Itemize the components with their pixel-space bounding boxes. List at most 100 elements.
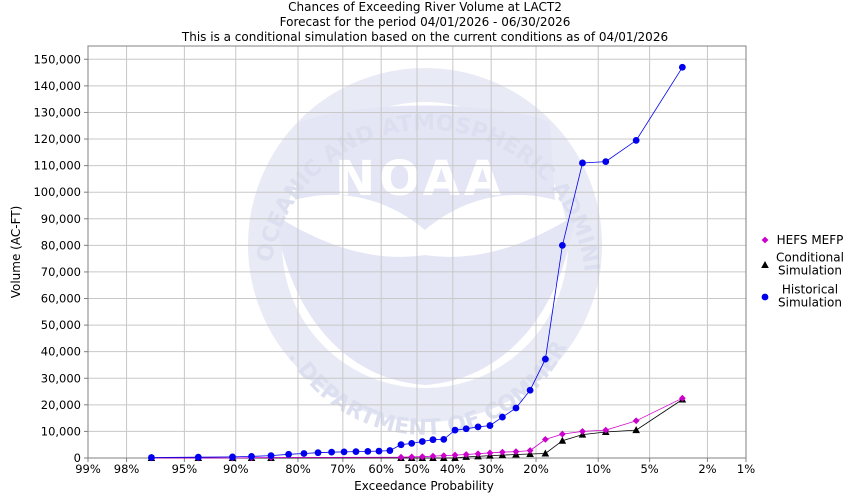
historical-simulation-point — [248, 453, 255, 460]
hefs-mefp-point — [440, 452, 448, 460]
historical-simulation-point — [314, 449, 322, 457]
historical-simulation-point — [340, 448, 348, 456]
hefs-mefp-point — [462, 451, 470, 458]
y-tick-label: 110,000 — [33, 159, 81, 173]
hefs-mefp-point — [498, 448, 506, 456]
historical-simulation-point — [229, 453, 236, 461]
conditional-simulation-point — [632, 426, 640, 434]
historical-simulation-point — [579, 159, 586, 167]
historical-simulation-point — [418, 438, 426, 445]
series-historical-simulation — [148, 63, 686, 461]
historical-simulation-point — [541, 355, 549, 363]
x-tick-label: 40% — [440, 462, 466, 476]
chart-subtitle-conditions: This is a conditional simulation based o… — [181, 30, 668, 44]
conditional-simulation-point — [558, 436, 567, 444]
chart-title-block: Chances of Exceeding River Volume at LAC… — [181, 0, 668, 44]
historical-simulation-point — [602, 158, 610, 166]
historical-simulation-point — [148, 454, 155, 461]
historical-simulation-point — [632, 136, 640, 144]
hefs-mefp-point — [429, 452, 437, 460]
historical-simulation-point — [285, 450, 293, 458]
legend-item-hefs-mefp: HEFS MEFP — [761, 233, 844, 247]
y-tick-label: 0 — [74, 451, 81, 465]
legend-marker-historical-simulation — [761, 293, 769, 301]
historical-simulation-point — [526, 386, 534, 394]
x-tick-label: 1% — [737, 462, 755, 476]
legend-label-hefs-mefp: HEFS MEFP — [777, 233, 844, 247]
x-tick-label: 95% — [172, 462, 198, 476]
x-tick-label: 60% — [368, 462, 394, 476]
y-tick-label: 50,000 — [41, 318, 81, 332]
legend-marker-hefs-mefp — [761, 236, 769, 244]
historical-simulation-point — [462, 425, 470, 433]
y-tick-label: 60,000 — [41, 292, 81, 306]
hefs-mefp-point — [579, 428, 586, 435]
x-tick-label: 98% — [114, 462, 140, 476]
x-tick-label: 5% — [640, 462, 658, 476]
conditional-simulation-point — [541, 449, 550, 457]
series-layer — [147, 63, 687, 462]
chart-title: Chances of Exceeding River Volume at LAC… — [288, 0, 562, 14]
y-axis-ticks: 0 10,000 20,000 30,000 40,000 50,000 60,000 70,… — [33, 52, 88, 465]
noaa-bird — [295, 105, 555, 230]
historical-simulation-point — [474, 423, 482, 431]
historical-simulation-point — [486, 422, 494, 429]
historical-simulation-point — [512, 404, 520, 412]
x-tick-label: 10% — [585, 462, 611, 476]
y-tick-label: 20,000 — [41, 398, 81, 412]
x-tick-label: 90% — [223, 462, 249, 476]
historical-simulation-point — [558, 241, 566, 249]
hefs-mefp-point — [632, 417, 640, 425]
x-tick-label: 30% — [478, 462, 504, 476]
historical-simulation-point — [386, 447, 394, 454]
y-tick-label: 150,000 — [33, 52, 81, 66]
historical-simulation-point — [408, 439, 416, 447]
hefs-mefp-point — [558, 430, 566, 438]
hefs-mefp-point — [526, 447, 534, 454]
hefs-mefp-point — [418, 453, 426, 461]
y-tick-label: 140,000 — [33, 79, 81, 93]
historical-simulation-point — [300, 450, 308, 457]
hefs-mefp-point — [408, 453, 416, 461]
legend-marker-conditional-simulation — [761, 261, 769, 268]
noaa-wave — [275, 215, 575, 385]
x-axis-label: Exceedance Probability — [354, 479, 494, 493]
hefs-mefp-point — [541, 435, 549, 443]
historical-simulation-point — [364, 447, 372, 455]
x-tick-label: 20% — [523, 462, 549, 476]
hefs-mefp-point — [512, 448, 520, 456]
noaa-logo-text: NOAA — [335, 151, 505, 207]
x-tick-label: 99% — [75, 462, 101, 476]
historical-simulation-point — [397, 441, 405, 449]
chart-subtitle-period: Forecast for the period 04/01/2026 - 06/… — [280, 15, 571, 29]
y-tick-label: 70,000 — [41, 265, 81, 279]
y-tick-label: 120,000 — [33, 132, 81, 146]
y-tick-label: 10,000 — [41, 424, 81, 438]
x-tick-label: 80% — [285, 462, 311, 476]
legend: HEFS MEFPConditionalSimulationHistorical… — [761, 233, 844, 310]
hefs-mefp-point — [451, 451, 459, 459]
historical-simulation-point — [498, 413, 506, 421]
y-tick-label: 130,000 — [33, 105, 81, 119]
hefs-mefp-point — [486, 449, 494, 457]
x-tick-label: 2% — [698, 462, 716, 476]
y-axis-label: Volume (AC-FT) — [9, 206, 23, 299]
x-tick-label: 70% — [330, 462, 356, 476]
historical-simulation-point — [375, 447, 383, 455]
historical-simulation-point — [328, 448, 336, 456]
historical-simulation-point — [352, 448, 360, 456]
hefs-mefp-point — [602, 426, 610, 434]
historical-simulation-point — [440, 435, 448, 443]
x-tick-label: 50% — [404, 462, 430, 476]
historical-simulation-point — [194, 453, 202, 461]
historical-simulation-point — [429, 436, 437, 444]
y-tick-label: 30,000 — [41, 371, 81, 385]
x-axis-ticks: 99% 98% 95% 90% 80% 70% 60% 50% 40% 30% 20% 10% 5% 2%… — [75, 458, 755, 476]
hefs-mefp-point — [397, 453, 405, 461]
legend-label-historical-simulation: Simulation — [778, 296, 842, 310]
hefs-mefp-point — [474, 450, 482, 458]
legend-label-conditional-simulation: Conditional — [776, 251, 844, 265]
